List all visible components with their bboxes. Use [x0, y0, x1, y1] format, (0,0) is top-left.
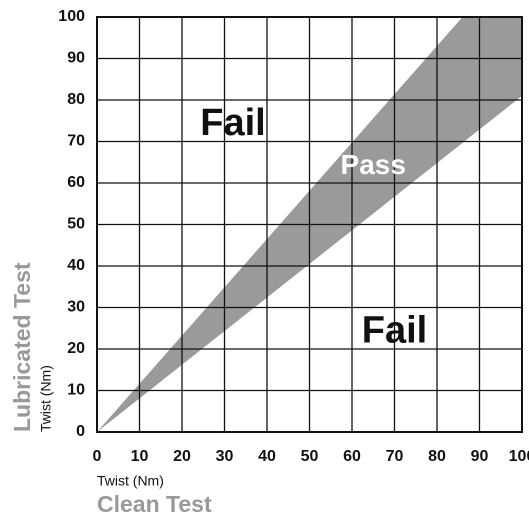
y-tick-label: 70	[67, 133, 85, 150]
y-tick-label: 80	[67, 91, 85, 108]
x-tick-label: 100	[509, 448, 529, 465]
y-tick-label: 50	[67, 216, 85, 233]
x-tick-label: 10	[131, 448, 149, 465]
x-tick-label: 70	[386, 448, 404, 465]
y-tick-label: 100	[58, 8, 85, 25]
x-tick-label: 80	[428, 448, 446, 465]
x-tick-label: 90	[471, 448, 489, 465]
y-tick-label: 60	[67, 174, 85, 191]
y-tick-label: 40	[67, 257, 85, 274]
x-tick-label: 50	[301, 448, 319, 465]
annotation: Fail	[362, 309, 427, 351]
annotation: Fail	[200, 102, 265, 144]
x-tick-label: 30	[216, 448, 234, 465]
x-title: Clean Test	[97, 491, 212, 517]
plot-frame	[96, 16, 523, 433]
annotation: Pass	[341, 149, 406, 180]
y-tick-label: 30	[67, 299, 85, 316]
y-tick-label: 20	[67, 340, 85, 357]
x-tick-label: 60	[343, 448, 361, 465]
y-tick-label: 90	[67, 50, 85, 67]
x-tick-label: 40	[258, 448, 276, 465]
x-tick-label: 0	[93, 448, 102, 465]
x-tick-label: 20	[173, 448, 191, 465]
y-title: Lubricated Test	[9, 262, 35, 432]
y-tick-label: 0	[76, 423, 85, 440]
y-label: Twist (Nm)	[38, 365, 54, 432]
x-label: Twist (Nm)	[97, 473, 164, 489]
y-tick-label: 10	[67, 382, 85, 399]
